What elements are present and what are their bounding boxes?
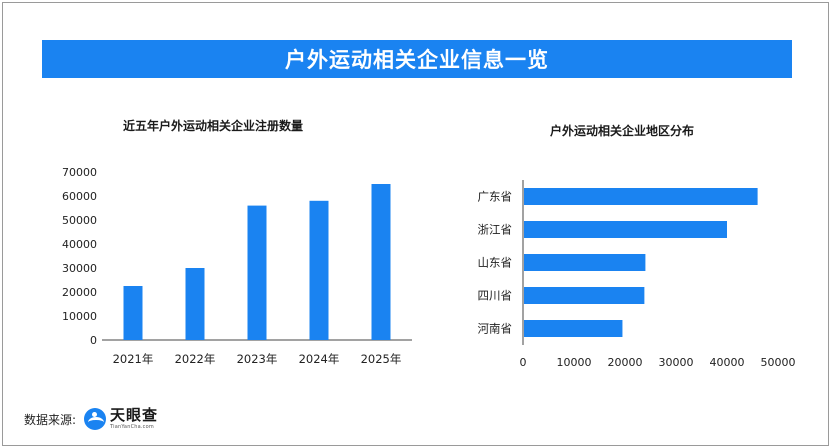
x-tick-label: 10000 — [557, 356, 592, 369]
x-tick-label: 2021年 — [113, 352, 154, 366]
y-tick-label: 50000 — [62, 214, 97, 227]
registration-bar — [247, 205, 267, 340]
registration-bar — [309, 200, 329, 340]
y-tick-label: 70000 — [62, 166, 97, 179]
x-tick-label: 30000 — [659, 356, 694, 369]
x-tick-label: 0 — [520, 356, 527, 369]
registration-bars — [123, 184, 391, 340]
page-title: 户外运动相关企业信息一览 — [42, 40, 792, 78]
y-tick-label: 浙江省 — [478, 223, 513, 237]
y-tick-label: 四川省 — [478, 289, 513, 303]
region-bars — [524, 188, 758, 337]
registration-bar — [185, 268, 205, 340]
y-tick-label: 30000 — [62, 262, 97, 275]
region-bar — [524, 221, 727, 238]
region-chart-title: 户外运动相关企业地区分布 — [550, 123, 694, 138]
y-tick-label: 0 — [90, 334, 97, 347]
y-tick-label: 河南省 — [478, 322, 513, 336]
region-bar — [524, 254, 646, 271]
y-tick-label: 山东省 — [478, 256, 513, 270]
y-tick-label: 60000 — [62, 190, 97, 203]
x-tick-label: 2024年 — [299, 352, 340, 366]
region-x-axis: 0 10000 20000 30000 40000 50000 — [520, 356, 796, 369]
x-tick-label: 40000 — [710, 356, 745, 369]
tianyancha-logo: 天眼查 TianYanCha.com — [84, 408, 158, 430]
tianyancha-logo-icon — [84, 408, 107, 430]
data-source-label: 数据来源: — [24, 412, 77, 427]
x-tick-label: 20000 — [608, 356, 643, 369]
y-tick-label: 40000 — [62, 238, 97, 251]
registration-bar — [371, 184, 391, 340]
y-tick-label: 广东省 — [478, 190, 513, 204]
registration-bar — [123, 286, 143, 340]
registration-x-axis: 2021年 2022年 2023年 2024年 2025年 — [113, 352, 402, 366]
registration-chart-title: 近五年户外运动相关企业注册数量 — [123, 118, 303, 133]
region-bar — [524, 188, 758, 205]
x-tick-label: 2025年 — [361, 352, 402, 366]
data-source: 数据来源: 天眼查 TianYanCha.com — [24, 408, 158, 430]
x-tick-label: 2023年 — [237, 352, 278, 366]
region-bar — [524, 287, 645, 304]
logo-name: 天眼查 — [110, 406, 159, 424]
logo-domain: TianYanCha.com — [110, 424, 154, 430]
x-tick-label: 2022年 — [175, 352, 216, 366]
y-tick-label: 20000 — [62, 286, 97, 299]
registration-y-axis: 0 10000 20000 30000 40000 50000 60000 70000 — [62, 166, 97, 347]
x-tick-label: 50000 — [761, 356, 796, 369]
region-bar — [524, 320, 623, 337]
registration-chart: 近五年户外运动相关企业注册数量 0 10000 20000 30000 40000 500… — [62, 118, 412, 366]
y-tick-label: 10000 — [62, 310, 97, 323]
